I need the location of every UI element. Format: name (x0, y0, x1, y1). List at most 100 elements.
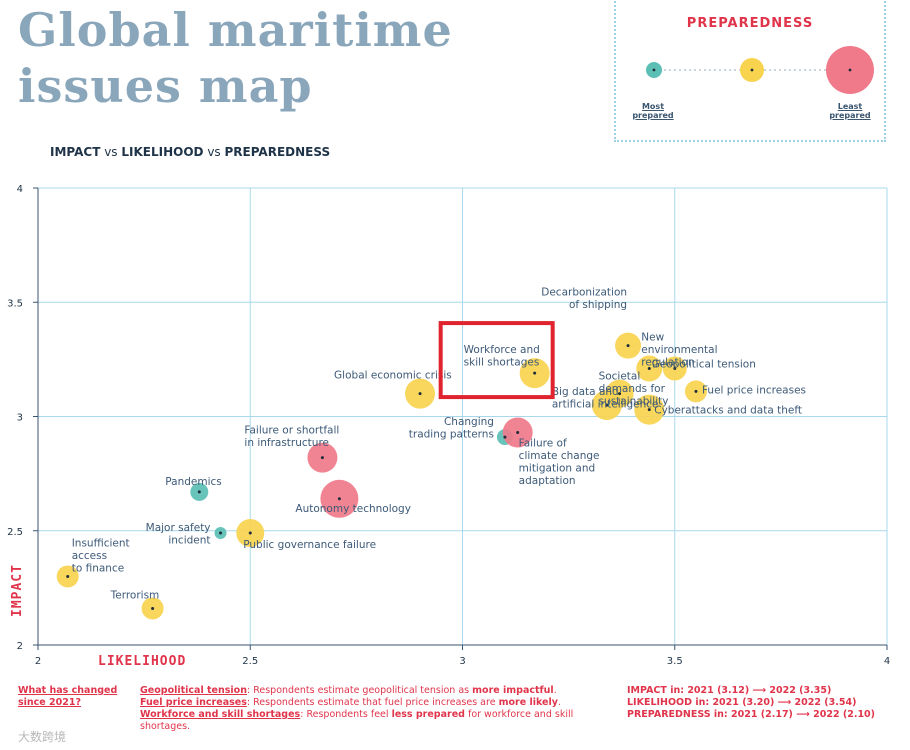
point-label-line: environmental (641, 344, 717, 356)
note-term[interactable]: Geopolitical tension (140, 685, 247, 696)
point-label-line: mitigation and (519, 462, 595, 474)
point-label-line: Insufficient (72, 537, 130, 549)
point-label: Changing trading patterns (409, 416, 494, 441)
point-label-line: Autonomy technology (295, 503, 411, 515)
y-tick-label: 2 (17, 641, 23, 652)
point-label-line: New (641, 332, 664, 344)
subtitle-likelihood: LIKELIHOOD (121, 145, 204, 159)
bubble-center-dot (320, 456, 324, 460)
note-term[interactable]: Fuel price increases (140, 697, 247, 708)
note-line: Geopolitical tension: Respondents estima… (140, 685, 610, 697)
note-text: . (553, 685, 557, 696)
legend-least-label: Least prepared (829, 102, 871, 120)
bubble-center-dot (516, 430, 520, 434)
scatter-chart: 2 2.5 3 3.5 4 2 2.5 3 3.5 4 Insufficient access to f… (7, 184, 890, 667)
preparedness-legend: PREPAREDNESS Most prepared Least prepare… (614, 0, 886, 142)
point-label-line: Failure or shortfall (244, 425, 339, 437)
note-text: for workforce and skill shortages. (140, 709, 574, 732)
subtitle-vs: vs (203, 145, 225, 159)
bubble-center-dot (694, 389, 698, 393)
note-text: : Respondents estimate geopolitical tens… (246, 685, 473, 696)
point-label: Cyberattacks and data theft (654, 405, 802, 417)
point-label: Global economic crisis (334, 370, 452, 382)
point-label: Insufficient access to finance (72, 537, 130, 574)
point-label: Major safety incident (146, 522, 211, 547)
note-strong: less prepared (391, 709, 465, 720)
point-label: Public governance failure (243, 539, 376, 551)
x-tick-label: 2 (35, 656, 41, 667)
y-tick-label: 3 (17, 413, 23, 424)
bubble-center-dot (647, 367, 651, 371)
point-label: Big data and artificial intelligence (552, 386, 659, 411)
y-tick-label: 3.5 (7, 298, 23, 309)
point-label-line: artificial intelligence (552, 399, 659, 411)
point-label-line: Changing (444, 416, 494, 428)
note-term[interactable]: Workforce and skill shortages (140, 709, 301, 720)
point-label-line: climate change (519, 450, 600, 462)
bubble-center-dot (151, 606, 155, 610)
point-label-line: Terrorism (110, 589, 160, 601)
subtitle-vs: vs (100, 145, 122, 159)
point-label-line: Workforce and (464, 344, 540, 356)
legend-dot (652, 68, 656, 72)
chart-subtitle: IMPACT vs LIKELIHOOD vs PREPAREDNESS (50, 145, 330, 159)
legend-scale (646, 46, 874, 94)
point-label-line: Geopolitical tension (652, 359, 756, 371)
x-tick-label: 2.5 (242, 656, 258, 667)
highlight-box (438, 321, 555, 400)
y-axis-label: IMPACT (10, 564, 25, 617)
x-axis-label: LIKELIHOOD (98, 654, 187, 669)
bubble-center-dot (605, 403, 609, 407)
note-text: : Respondents feel (300, 709, 392, 720)
bubble-center-dot (647, 408, 651, 412)
point-label-line: Cyberattacks and data theft (654, 405, 802, 417)
point-label-line: demands for (599, 383, 666, 395)
bubble-center-dot (418, 392, 422, 396)
impact-change: IMPACT in: 2021 (3.12) ⟶ 2022 (3.35) (627, 685, 832, 696)
legend-most-label: Most prepared (632, 102, 674, 120)
point-label-line: in infrastructure (244, 437, 329, 449)
point-label-line: Failure of (519, 437, 567, 449)
watermark: 大数跨境 (18, 730, 67, 744)
x-tick-label: 4 (884, 656, 890, 667)
bubble-center-dot (673, 367, 677, 371)
legend-title: PREPAREDNESS (686, 16, 814, 31)
bubble-center-dot (533, 371, 537, 375)
point-label: Workforce and skill shortages (464, 344, 540, 369)
point-label-line: Decarbonization (541, 287, 627, 299)
bubble-center-dot (337, 497, 341, 501)
subtitle-preparedness: PREPAREDNESS (224, 145, 331, 159)
preparedness-change: PREPAREDNESS in: 2021 (2.17) ⟶ 2022 (2.1… (627, 709, 876, 720)
bubble-center-dot (618, 392, 622, 396)
point-label-line: to finance (72, 562, 124, 574)
point-label: Fuel price increases (702, 384, 806, 396)
page-title: Global maritime issues map (18, 3, 453, 113)
point-label-line: Pandemics (165, 476, 221, 488)
x-tick-label: 3 (459, 656, 465, 667)
note-text: . (557, 697, 561, 708)
point-label-line: Societal (599, 371, 641, 383)
bubble-center-dot (197, 490, 201, 494)
what-changed-text[interactable]: What has changed since 2021? (18, 685, 118, 708)
point-label: Terrorism (110, 589, 160, 601)
point-label: New environmental regulation (641, 332, 717, 369)
point-label: Decarbonization of shipping (541, 287, 627, 312)
change-notes: Geopolitical tension: Respondents estima… (140, 685, 610, 733)
point-label-line: regulation (641, 357, 694, 369)
change-values: IMPACT in: 2021 (3.12) ⟶ 2022 (3.35) LIK… (627, 685, 907, 721)
point-label-line: trading patterns (409, 429, 494, 441)
likelihood-change: LIKELIHOOD in: 2021 (3.20) ⟶ 2022 (3.54) (627, 697, 857, 708)
note-line: Workforce and skill shortages: Responden… (140, 709, 610, 733)
bubble-center-dot (219, 531, 223, 535)
legend-dot (848, 68, 852, 72)
point-label-line: skill shortages (464, 357, 540, 369)
y-tick-label: 4 (17, 184, 23, 195)
x-tick-label: 3.5 (667, 656, 683, 667)
point-label-line: sustainability (599, 396, 669, 408)
point-label-line: Major safety (146, 522, 211, 534)
what-changed-link[interactable]: What has changed since 2021? (18, 685, 128, 709)
point-label: Autonomy technology (295, 503, 411, 515)
point-label-line: Public governance failure (243, 539, 376, 551)
point-label-line: of shipping (569, 299, 627, 311)
subtitle-impact: IMPACT (50, 145, 101, 159)
